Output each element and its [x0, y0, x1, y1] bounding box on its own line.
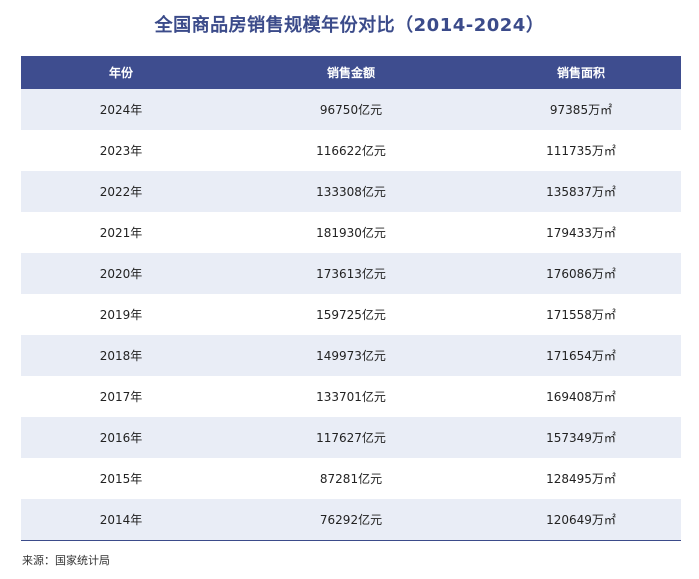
cell-sales-amount: 181930亿元: [316, 226, 386, 240]
cell-year: 2019年: [99, 308, 143, 322]
table-row: 2024年 96750亿元 97385万㎡: [21, 89, 681, 130]
cell-year: 2017年: [99, 390, 143, 404]
table-row: 2019年 159725亿元 171558万㎡: [21, 294, 681, 335]
cell-year: 2016年: [99, 431, 143, 445]
table-row: 2017年 133701亿元 169408万㎡: [21, 376, 681, 417]
cell-sales-area: 135837万㎡: [546, 185, 616, 199]
cell-sales-area: 111735万㎡: [546, 144, 616, 158]
table-row: 2021年 181930亿元 179433万㎡: [21, 212, 681, 253]
table-header-row: 年份 销售金额 销售面积: [21, 56, 681, 89]
cell-year: 2023年: [99, 144, 143, 158]
cell-sales-area: 120649万㎡: [546, 513, 616, 527]
cell-year: 2022年: [99, 185, 143, 199]
cell-sales-amount: 133308亿元: [316, 185, 386, 199]
table-row: 2014年 76292亿元 120649万㎡: [21, 499, 681, 540]
table-row: 2015年 87281亿元 128495万㎡: [21, 458, 681, 499]
header-sales-area: 销售面积: [556, 66, 605, 80]
cell-sales-area: 97385万㎡: [549, 103, 613, 117]
table-row: 2023年 116622亿元 111735万㎡: [21, 130, 681, 171]
sales-table: 年份 销售金额 销售面积 2024年 96750亿元 97385万㎡ 2023年…: [21, 56, 681, 541]
cell-year: 2024年: [99, 103, 143, 117]
table-row: 2020年 173613亿元 176086万㎡: [21, 253, 681, 294]
cell-sales-area: 169408万㎡: [546, 390, 616, 404]
page-title: 全国商品房销售规模年份对比（2014-2024）: [154, 15, 545, 36]
cell-sales-area: 128495万㎡: [546, 472, 616, 486]
cell-sales-amount: 159725亿元: [316, 308, 386, 322]
table-row: 2022年 133308亿元 135837万㎡: [21, 171, 681, 212]
cell-sales-area: 176086万㎡: [546, 267, 616, 281]
source-note: 来源：国家统计局: [22, 554, 110, 567]
cell-sales-amount: 149973亿元: [316, 349, 386, 363]
cell-sales-area: 171558万㎡: [546, 308, 616, 322]
cell-sales-area: 179433万㎡: [546, 226, 616, 240]
cell-year: 2015年: [99, 472, 143, 486]
cell-year: 2021年: [99, 226, 143, 240]
cell-sales-amount: 173613亿元: [316, 267, 386, 281]
cell-sales-area: 157349万㎡: [546, 431, 616, 445]
cell-year: 2018年: [99, 349, 143, 363]
cell-sales-amount: 117627亿元: [316, 431, 386, 445]
table-row: 2018年 149973亿元 171654万㎡: [21, 335, 681, 376]
header-year: 年份: [108, 66, 133, 80]
table-row: 2016年 117627亿元 157349万㎡: [21, 417, 681, 458]
cell-sales-area: 171654万㎡: [546, 349, 616, 363]
cell-sales-amount: 116622亿元: [316, 144, 386, 158]
cell-sales-amount: 133701亿元: [316, 390, 386, 404]
cell-year: 2020年: [99, 267, 143, 281]
cell-sales-amount: 76292亿元: [319, 513, 383, 527]
cell-year: 2014年: [99, 513, 143, 527]
header-sales-amount: 销售金额: [326, 66, 375, 80]
cell-sales-amount: 96750亿元: [319, 103, 383, 117]
cell-sales-amount: 87281亿元: [319, 472, 383, 486]
